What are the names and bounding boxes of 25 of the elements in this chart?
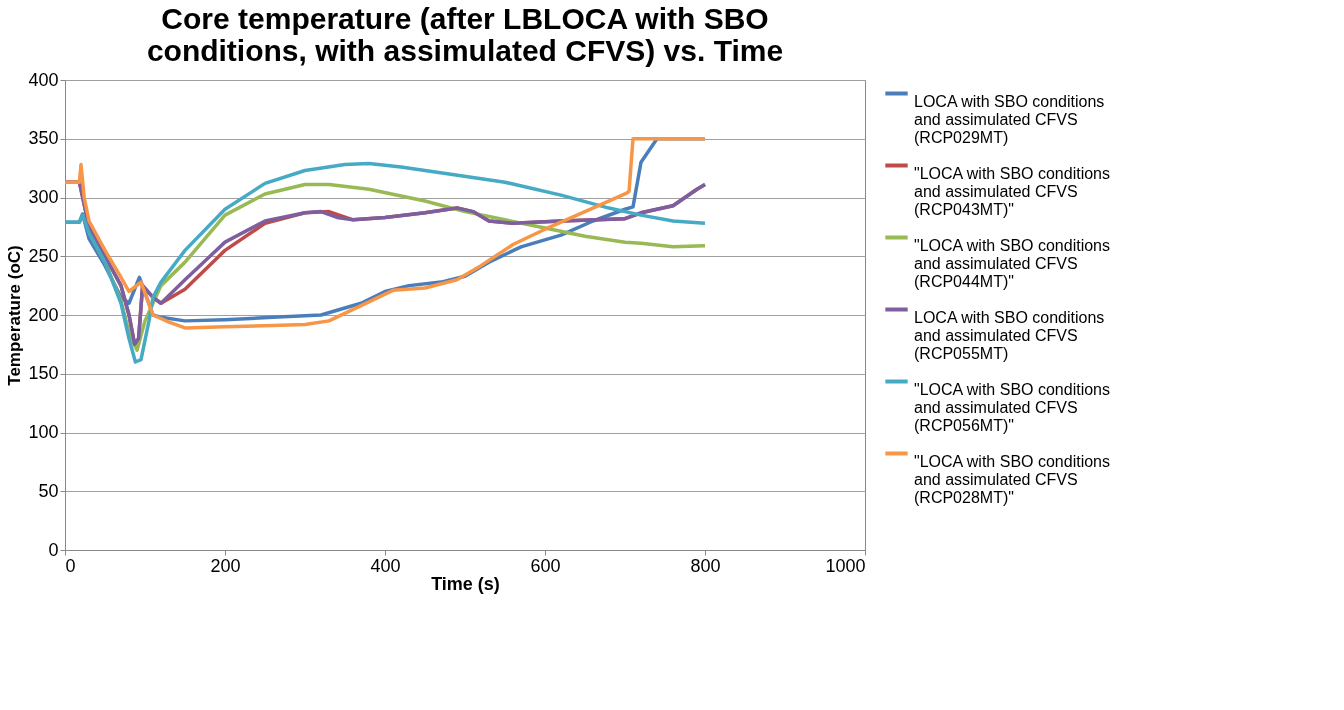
x-tick-label: 0 <box>65 555 76 576</box>
legend-label: LOCA with SBO conditions and assimulated CFVS (RCP029MT) <box>914 92 1105 146</box>
y-tick-label: 250 <box>28 245 59 266</box>
legend-label: "LOCA with SBO conditions and assimulated CFVS (RCP044MT)" <box>914 236 1110 290</box>
x-tick-label: 400 <box>370 555 401 576</box>
y-tick-label: 400 <box>28 69 59 90</box>
y-tick-label: 150 <box>28 363 59 384</box>
y-tick-label: 0 <box>48 539 59 560</box>
chart-title: Core temperature (after LBLOCA with SBO conditions, with assimulated CFVS) vs. Time <box>146 2 784 67</box>
y-tick-label: 50 <box>38 480 59 501</box>
y-tick-label: 200 <box>28 304 59 325</box>
legend-label: "LOCA with SBO conditions and assimulated CFVS (RCP028MT)" <box>914 452 1110 506</box>
x-axis-title: Time (s) <box>431 573 500 594</box>
line-series <box>63 161 707 364</box>
legend-label: "LOCA with SBO conditions and assimulated CFVS (RCP043MT)" <box>914 164 1110 218</box>
legend-label: LOCA with SBO conditions and assimulated CFVS (RCP055MT) <box>914 308 1105 362</box>
x-tick-label: 1000 <box>825 555 866 576</box>
y-axis-title: Temperature (oC) <box>5 245 25 386</box>
x-tick-label: 200 <box>210 555 241 576</box>
y-tick-label: 300 <box>28 187 59 207</box>
x-tick-label: 800 <box>690 555 721 576</box>
x-tick-label: 600 <box>530 555 561 576</box>
legend-label: "LOCA with SBO conditions and assimulated CFVS (RCP056MT)" <box>914 380 1110 434</box>
y-tick-label: 100 <box>28 422 59 442</box>
y-tick-label: 350 <box>28 128 59 149</box>
